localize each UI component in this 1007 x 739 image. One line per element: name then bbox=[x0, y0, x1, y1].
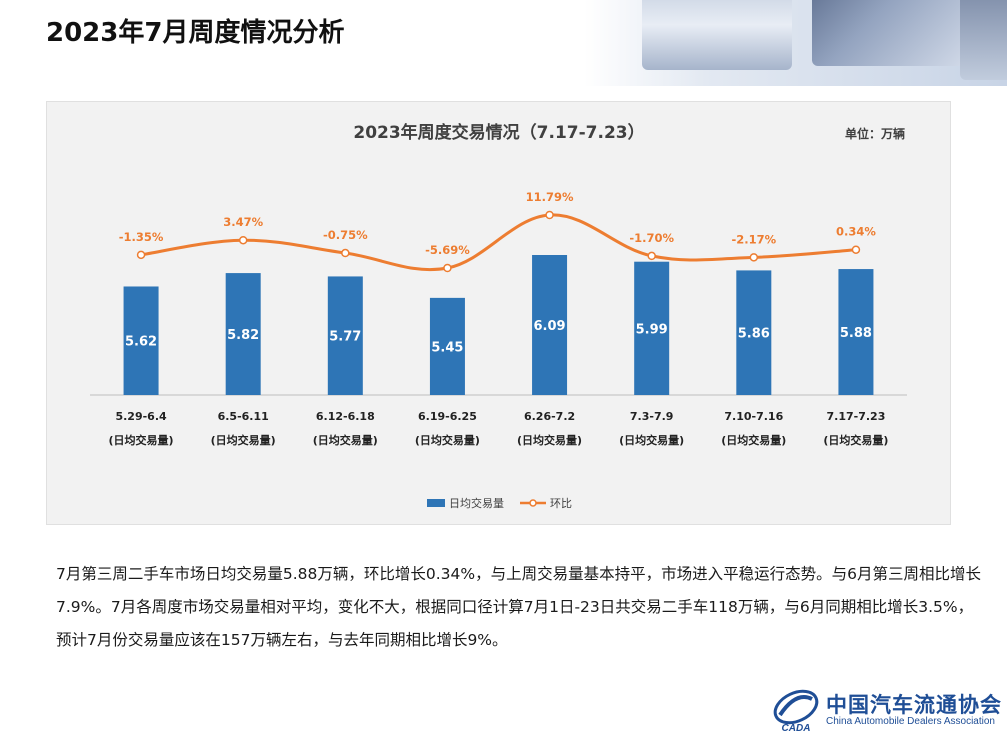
line-point bbox=[443, 263, 452, 273]
bar-value-label: 5.45 bbox=[431, 340, 463, 355]
x-tick-label: 5.29-6.4 bbox=[115, 410, 167, 423]
bar-value-label: 5.77 bbox=[329, 330, 361, 345]
x-tick-label: 7.3-7.9 bbox=[630, 410, 674, 423]
chart-unit: 单位：万辆 bbox=[845, 126, 905, 141]
legend-line-label: 环比 bbox=[550, 497, 572, 510]
x-tick-sublabel: (日均交易量) bbox=[517, 433, 582, 447]
bar-value-label: 5.99 bbox=[636, 322, 668, 337]
x-tick-label: 6.5-6.11 bbox=[218, 410, 269, 423]
chart-title: 2023年周度交易情况（7.17-7.23） bbox=[353, 122, 644, 143]
x-tick-sublabel: (日均交易量) bbox=[211, 433, 276, 447]
bar-value-label: 5.86 bbox=[738, 327, 770, 342]
legend-bar-label: 日均交易量 bbox=[449, 496, 504, 510]
line-value-label: -2.17% bbox=[731, 232, 776, 246]
x-tick-sublabel: (日均交易量) bbox=[619, 433, 684, 447]
line-value-label: 3.47% bbox=[223, 215, 263, 229]
weekly-transaction-chart: 2023年周度交易情况（7.17-7.23） 单位：万辆 5.62 5.82 5.77 5… bbox=[90, 122, 907, 510]
chart-panel: 2023年周度交易情况（7.17-7.23） 单位：万辆 5.62 5.82 5.77 5… bbox=[46, 101, 951, 525]
x-tick-sublabel: (日均交易量) bbox=[823, 433, 888, 447]
x-tick-label: 6.12-6.18 bbox=[316, 410, 375, 423]
bar-value-label: 5.62 bbox=[125, 335, 157, 350]
line-point bbox=[238, 235, 248, 245]
x-tick-label: 7.17-7.23 bbox=[827, 410, 886, 423]
line-value-label: -1.70% bbox=[629, 231, 674, 245]
line-point bbox=[749, 253, 759, 262]
line-value-label: -5.69% bbox=[425, 243, 470, 257]
x-tick-label: 6.19-6.25 bbox=[418, 410, 477, 423]
legend-bar-swatch bbox=[427, 499, 445, 507]
line-point bbox=[545, 210, 554, 220]
emblem-text: CADA bbox=[782, 723, 811, 734]
line-point bbox=[647, 251, 656, 261]
cada-emblem-icon: CADA bbox=[773, 689, 819, 734]
decor-cube bbox=[960, 0, 1007, 80]
bar-value-label: 5.88 bbox=[840, 326, 872, 341]
x-tick-label: 6.26-7.2 bbox=[524, 410, 575, 423]
decor-cube bbox=[642, 0, 792, 70]
bar-value-label: 6.09 bbox=[534, 319, 566, 334]
line-value-label: 0.34% bbox=[836, 225, 876, 239]
bar bbox=[634, 261, 670, 395]
logo-chinese-name: 中国汽车流通协会 bbox=[826, 692, 1002, 717]
line-value-label: -0.75% bbox=[323, 228, 368, 242]
bar bbox=[327, 276, 363, 395]
legend-line-marker bbox=[529, 499, 537, 507]
analysis-paragraph: 7月第三周二手车市场日均交易量5.88万辆，环比增长0.34%，与上周交易量基本… bbox=[56, 565, 981, 649]
bar bbox=[532, 255, 568, 395]
x-tick-sublabel: (日均交易量) bbox=[415, 433, 480, 447]
line-value-label: 11.79% bbox=[526, 190, 574, 204]
logo-english-name: China Automobile Dealers Association bbox=[826, 716, 995, 727]
x-tick-sublabel: (日均交易量) bbox=[109, 433, 174, 447]
x-tick-sublabel: (日均交易量) bbox=[721, 433, 786, 447]
line-point bbox=[136, 250, 146, 260]
bar-value-label: 5.82 bbox=[227, 328, 259, 343]
bar bbox=[736, 270, 772, 395]
bar bbox=[123, 286, 159, 395]
bar bbox=[225, 273, 261, 395]
x-tick-sublabel: (日均交易量) bbox=[313, 433, 378, 447]
decor-cube bbox=[812, 0, 972, 66]
page-header: 2023年7月周度情况分析 bbox=[0, 0, 1007, 86]
cada-logo: CADA 中国汽车流通协会 China Automobile Dealers A… bbox=[770, 683, 1007, 739]
line-point bbox=[851, 245, 861, 254]
series-line-huanbi bbox=[140, 213, 857, 272]
bar bbox=[838, 269, 874, 395]
line-point bbox=[341, 248, 350, 258]
x-tick-label: 7.10-7.16 bbox=[724, 410, 783, 423]
page-title: 2023年7月周度情况分析 bbox=[46, 18, 345, 48]
bar bbox=[429, 297, 465, 395]
line-value-label: -1.35% bbox=[119, 230, 164, 244]
